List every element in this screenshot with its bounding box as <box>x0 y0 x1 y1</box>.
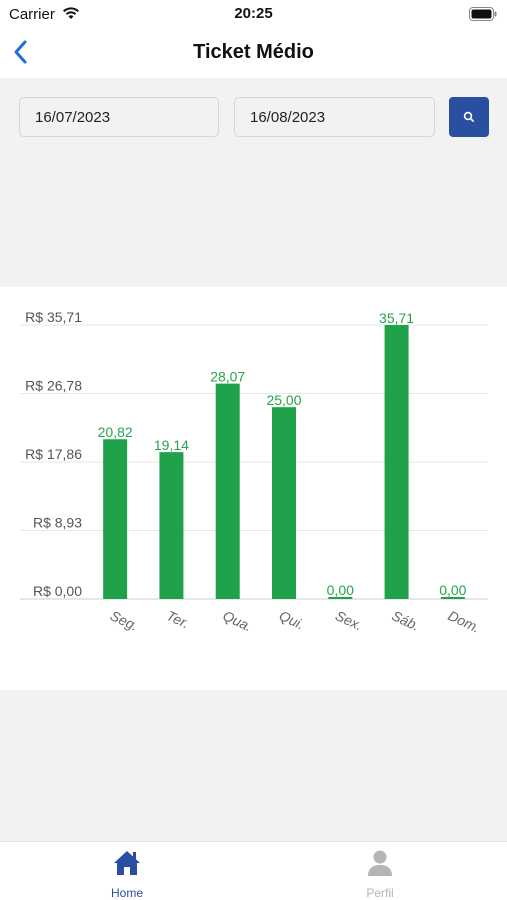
search-icon <box>463 111 474 122</box>
page-title: Ticket Médio <box>193 41 314 63</box>
tab-home[interactable]: Home <box>0 842 254 900</box>
status-bar: Carrier 20:25 <box>0 0 507 28</box>
bar <box>272 407 296 599</box>
bar <box>328 597 353 599</box>
x-tick-label: Ter. <box>164 607 192 631</box>
bar <box>384 325 409 599</box>
tab-perfil[interactable]: Perfil <box>253 842 507 900</box>
end-date-field[interactable]: 16/08/2023 <box>234 97 435 137</box>
bar-value-label: 35,71 <box>379 310 414 326</box>
y-tick-label: R$ 26,78 <box>25 378 82 394</box>
x-tick-label: Qua. <box>220 607 254 634</box>
bar <box>215 383 240 599</box>
back-button[interactable] <box>6 36 40 70</box>
bar-value-label: 0,00 <box>439 582 466 598</box>
search-button[interactable] <box>449 97 489 137</box>
start-date-field[interactable]: 16/07/2023 <box>19 97 219 137</box>
bar-value-label: 28,07 <box>210 369 245 385</box>
x-tick-label: Qui. <box>277 607 307 632</box>
bar-value-label: 0,00 <box>327 582 354 598</box>
bar-value-label: 19,14 <box>154 437 189 453</box>
tab-perfil-label: Perfil <box>366 886 394 900</box>
nav-bar: Ticket Médio <box>0 28 507 78</box>
bar <box>440 597 465 599</box>
carrier-label: Carrier <box>9 6 55 23</box>
filter-area: 16/07/2023 16/08/2023 <box>0 78 507 287</box>
x-tick-label: Dom. <box>446 607 483 636</box>
tab-bar: Home Perfil <box>0 841 507 900</box>
y-tick-label: R$ 35,71 <box>25 309 82 325</box>
tab-home-label: Home <box>110 886 143 900</box>
battery-icon <box>469 7 497 26</box>
chevron-left-icon <box>14 40 27 64</box>
bar <box>103 439 128 599</box>
x-tick-label: Seg. <box>108 607 141 634</box>
chart-card: R$ 0,00 R$ 8,93 R$ 17,86 R$ 26,78 R$ 35,71 20… <box>0 287 507 690</box>
weekday-ticket-chart: R$ 0,00 R$ 8,93 R$ 17,86 R$ 26,78 R$ 35,71 20… <box>20 309 488 636</box>
y-tick-label: R$ 0,00 <box>33 583 82 599</box>
bar-value-label: 25,00 <box>266 392 301 408</box>
bar <box>159 452 184 599</box>
y-tick-label: R$ 17,86 <box>25 446 82 462</box>
x-tick-label: Sex. <box>333 607 365 633</box>
person-icon <box>368 850 392 876</box>
home-icon <box>114 851 140 875</box>
y-tick-label: R$ 8,93 <box>33 514 82 530</box>
clock: 20:25 <box>234 5 273 22</box>
wifi-icon <box>62 6 80 25</box>
bar-value-label: 20,82 <box>98 424 133 440</box>
x-tick-label: Sáb. <box>389 607 422 634</box>
